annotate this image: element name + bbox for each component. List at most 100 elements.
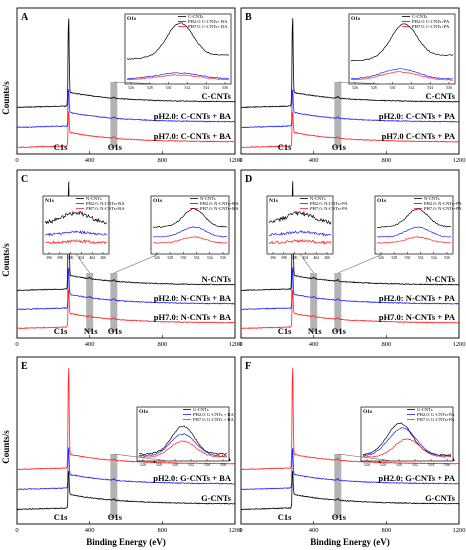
inset-tick-label: 532	[412, 463, 418, 467]
inset-pointer	[113, 253, 160, 274]
inset-curve	[268, 230, 332, 237]
x-tick-label: 400	[309, 341, 319, 348]
inset-legend-label: PH2.0: G-CNTs + BA	[193, 412, 234, 417]
x-tick-label: 0	[15, 341, 18, 348]
inset-curve	[152, 226, 228, 238]
inset-legend-label: N-CNTs	[200, 196, 216, 201]
x-tick-label: 800	[157, 341, 167, 348]
inset-tick-label: 534	[431, 256, 437, 260]
inset-tick-label: 526	[364, 463, 370, 467]
inset-tick-label: 402	[79, 256, 85, 260]
inset-tick-label: 530	[405, 256, 411, 260]
inset-legend-label: PH7.0: N-CNTs+PA	[310, 206, 348, 211]
plot-frame	[16, 356, 236, 525]
inset-curve	[362, 422, 452, 456]
series-label: G-CNTs	[201, 493, 232, 503]
series-label: pH2.0: N-CNTs + BA	[154, 293, 232, 303]
inset-tick-label: 400	[292, 256, 298, 260]
spectrum-line	[16, 447, 236, 491]
inset-tick-label: 406	[100, 256, 106, 260]
inset-legend-label: C-CNTs	[412, 14, 427, 19]
o1s-region	[334, 273, 342, 332]
inset-tick-label: 536	[444, 256, 450, 260]
inset-pointer	[337, 81, 387, 85]
panel-letter: C	[21, 174, 28, 185]
inset-tick-label: 536	[444, 463, 450, 467]
inset-curve	[44, 210, 108, 225]
inset-tick-label: 404	[89, 256, 95, 260]
inset-tick-label: 526	[352, 86, 358, 90]
inset-curve	[138, 440, 227, 458]
series-label: pH7.0: C-CNTs + BA	[154, 131, 232, 141]
o1s-region	[334, 454, 342, 518]
inset-tick-label: 396	[46, 256, 52, 260]
inset-curve	[268, 210, 332, 225]
panel-letter: D	[245, 174, 252, 185]
inset-tick-label: 532	[418, 256, 424, 260]
o1s-region	[110, 82, 118, 148]
panel-e: E04008001200pH7.0: G-CNTs + BApH2.0: G-C…	[15, 356, 242, 534]
spectrum-line	[240, 18, 460, 109]
series-label: pH2.0: N-CNTs + PA	[379, 293, 456, 303]
n1s-region	[310, 273, 318, 332]
inset-legend-label: PH7.0: C-CNTs+PA	[412, 24, 450, 29]
inset-tick-label: 404	[313, 256, 319, 260]
inset-frame	[124, 13, 232, 85]
spectrum-line	[16, 368, 236, 471]
x-tick-label: 1200	[453, 341, 466, 348]
inset-legend-label: PH2.0: C-CNTs+ BA	[188, 19, 228, 24]
inset-pointer	[113, 81, 163, 85]
inset-tick-label: 526	[378, 256, 384, 260]
inset-tick-label: 532	[185, 86, 191, 90]
inset-tick-label: 532	[194, 256, 200, 260]
series-label: C-CNTs	[426, 91, 456, 101]
spectrum-line	[16, 289, 236, 330]
peak-label: C1s	[278, 326, 292, 336]
panel-a: A 0 400 800 1200 C-CNTs pH2.0: C-CNTs + BA pH7.…	[15, 7, 242, 164]
inset-title: O1s	[377, 198, 386, 204]
plot-frame	[16, 7, 236, 155]
peak-label: O1s	[108, 142, 123, 152]
inset-tick-label: 400	[68, 256, 74, 260]
inset-legend-label: PH2.0: N-CNTs+BA	[86, 201, 125, 206]
x-tick-label: 0	[15, 527, 18, 534]
inset-tick-label: 526	[128, 86, 134, 90]
x-tick-label: 800	[381, 157, 391, 164]
inset-tick-label: 528	[391, 256, 397, 260]
peak-label: O1s	[108, 326, 123, 336]
inset-pointer	[337, 453, 394, 462]
series-label: N-CNTs	[426, 274, 456, 284]
spectrum-line	[240, 470, 460, 511]
inset-tick-label: 534	[207, 256, 213, 260]
spectrum-line	[16, 181, 236, 292]
x-tick-label: 800	[157, 157, 167, 164]
inset-legend-label: PH7.0: C-CNTs+ BA	[188, 24, 228, 29]
spectrum-line	[16, 89, 235, 129]
peak-label: N1s	[84, 326, 98, 336]
inset-curve	[362, 427, 452, 457]
inset-title: O1s	[139, 409, 148, 415]
inset-curve	[350, 71, 453, 81]
inset-tick-label: 528	[371, 86, 377, 90]
spectrum-line	[240, 290, 460, 330]
peak-label: N1s	[308, 326, 322, 336]
inset-tick-label: 536	[220, 463, 226, 467]
inset-title: N1s	[45, 198, 54, 204]
spectrum-line	[240, 89, 460, 129]
o1s-region	[110, 273, 118, 332]
x-tick-label: 800	[157, 527, 167, 534]
inset-curve	[376, 208, 452, 228]
inset-tick-label: 530	[390, 86, 396, 90]
inset-tick-label: 528	[156, 463, 162, 467]
x-tick-label: 0	[239, 341, 242, 348]
x-tick-label: 1200	[453, 527, 466, 534]
panel-b: B 0 400 800 1200 C-CNTs pH2.0: C-CNTs + PA pH7.…	[239, 7, 466, 164]
y-axis-title: Counts/s	[1, 430, 11, 464]
panel-letter: F	[245, 361, 251, 372]
x-tick-label: 1200	[453, 157, 466, 164]
peak-label: O1s	[108, 512, 123, 522]
